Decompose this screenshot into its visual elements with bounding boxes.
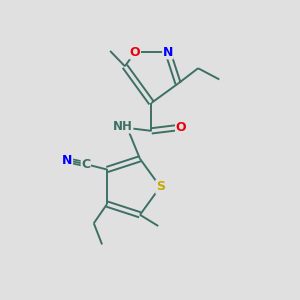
Text: N: N — [163, 46, 173, 59]
Text: C: C — [81, 158, 90, 171]
Text: N: N — [62, 154, 73, 166]
Text: S: S — [156, 180, 165, 193]
Text: O: O — [130, 46, 140, 59]
Text: NH: NH — [113, 120, 133, 133]
Text: O: O — [176, 122, 186, 134]
